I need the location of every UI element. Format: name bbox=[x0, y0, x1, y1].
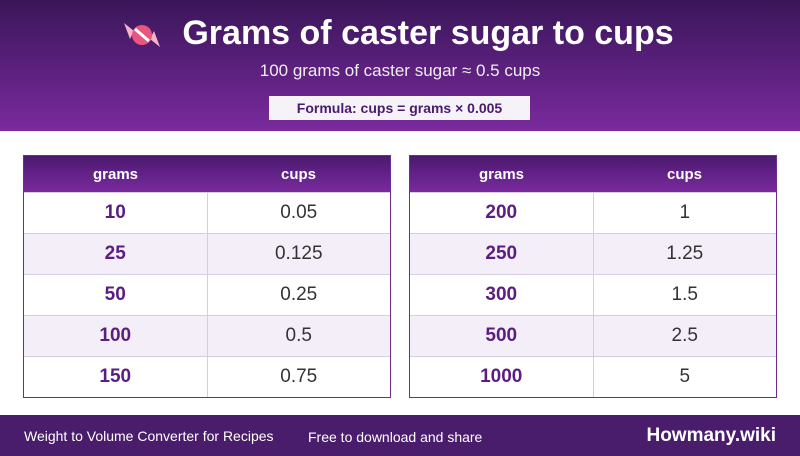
column-header: cups bbox=[666, 165, 702, 183]
cell: 1.5 bbox=[671, 284, 698, 305]
title: Grams of caster sugar to cups bbox=[0, 14, 800, 53]
footer-left: Weight to Volume Converter for Recipes bbox=[24, 428, 274, 444]
cell: 1.25 bbox=[666, 243, 704, 264]
table-row: 50 0.25 bbox=[24, 274, 390, 315]
table: grams cups 10 0.05 25 0.125 50 0.25 100 0.5 150 0.7… bbox=[23, 155, 391, 398]
cell: 1 bbox=[679, 202, 691, 223]
cell: 100 bbox=[24, 316, 208, 356]
cell: 500 bbox=[410, 316, 594, 356]
cell: 0.25 bbox=[280, 284, 318, 305]
cell: 25 bbox=[24, 234, 208, 274]
table-row: 10 0.05 bbox=[24, 192, 390, 233]
subtitle: 100 grams of caster sugar ≈ 0.5 cups bbox=[259, 61, 541, 80]
header-row: grams cups bbox=[24, 156, 390, 192]
cell: 50 bbox=[24, 275, 208, 315]
cell: 0.125 bbox=[274, 243, 323, 264]
candy-icon bbox=[124, 23, 160, 47]
cell: 300 bbox=[410, 275, 594, 315]
cell: 1000 bbox=[410, 357, 594, 397]
cell: 0.05 bbox=[280, 202, 318, 223]
table-row: 25 0.125 bbox=[24, 233, 390, 274]
title-text: Grams of caster sugar to cups bbox=[182, 14, 674, 52]
table-row: 100 0.5 bbox=[24, 315, 390, 356]
table-row: 250 1.25 bbox=[410, 233, 776, 274]
cell: 200 bbox=[410, 193, 594, 233]
cell: 0.5 bbox=[285, 325, 312, 346]
footer: Weight to Volume Converter for Recipes F… bbox=[0, 415, 800, 456]
table-row: 200 1 bbox=[410, 192, 776, 233]
table-row: 300 1.5 bbox=[410, 274, 776, 315]
cell: 150 bbox=[24, 357, 208, 397]
header-row: grams cups bbox=[410, 156, 776, 192]
cell: 250 bbox=[410, 234, 594, 274]
formula: Formula: cups = grams × 0.005 bbox=[269, 96, 530, 120]
cell: 0.75 bbox=[280, 366, 318, 387]
table: grams cups 200 1 250 1.25 300 1.5 500 2.5 1000 5 bbox=[409, 155, 777, 398]
cell: 10 bbox=[24, 193, 208, 233]
cell: 5 bbox=[679, 366, 691, 387]
footer-middle: Free to download and share bbox=[308, 429, 483, 445]
table-row: 1000 5 bbox=[410, 356, 776, 397]
header: Grams of caster sugar to cups 100 grams … bbox=[0, 0, 800, 131]
table-row: 150 0.75 bbox=[24, 356, 390, 397]
cell: 2.5 bbox=[671, 325, 698, 346]
column-header: grams bbox=[92, 165, 139, 183]
brand[interactable]: Howmany.wiki bbox=[646, 425, 776, 446]
column-header: cups bbox=[280, 165, 316, 183]
column-header: grams bbox=[478, 165, 525, 183]
table-row: 500 2.5 bbox=[410, 315, 776, 356]
